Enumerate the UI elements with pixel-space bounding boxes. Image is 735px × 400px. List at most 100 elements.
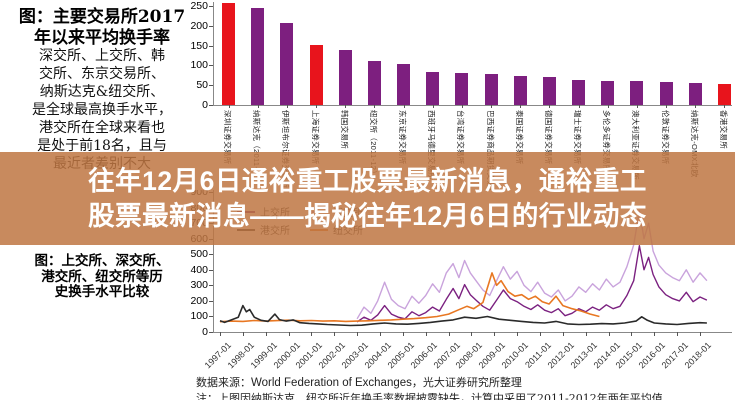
bottom-chart-x-tick	[265, 332, 267, 336]
top-chart-y-tick	[209, 65, 213, 67]
bar	[542, 76, 556, 105]
top-chart-x-tick	[257, 105, 259, 108]
top-chart-y-tick	[209, 45, 213, 47]
bottom-chart-y-tick-label: 500	[190, 248, 208, 261]
top-chart-y-tick	[209, 85, 213, 87]
top-chart-x-tick	[578, 105, 580, 108]
bar	[455, 72, 469, 105]
top-chart-x-tick	[636, 105, 638, 108]
top-chart-y-tick-label: 0	[202, 99, 208, 111]
bottom-chart-x-tick	[654, 332, 656, 336]
top-chart-x-tick	[666, 105, 668, 108]
headline-text: 往年12月6日通裕重工股票最新消息，通裕重工 股票最新消息——揭秘往年12月6日…	[88, 166, 647, 231]
top-chart-y-tick-label: 150	[190, 39, 208, 52]
bottom-chart-x-tick	[631, 332, 633, 336]
bottom-chart-title: 图：上交所、深交所、 港交所、纽交所等历 史换手水平比较	[34, 253, 170, 300]
bottom-chart-x-tick	[562, 332, 564, 336]
bottom-chart-x-tick	[425, 332, 427, 336]
bottom-chart-x-tick	[539, 332, 541, 336]
top-chart-x-tick	[549, 105, 551, 108]
top-chart-x-tick	[491, 105, 493, 108]
top-chart-y-tick	[209, 105, 213, 106]
bottom-chart-x-tick	[608, 332, 610, 336]
bottom-chart-x-tick	[517, 332, 519, 336]
bar	[572, 80, 586, 105]
top-chart-x-tick-label: 香港交易所	[718, 110, 728, 149]
bottom-chart-x-tick	[220, 332, 221, 336]
source-prefix: 数据来源：	[196, 376, 251, 389]
series-上交所	[356, 245, 708, 323]
bottom-chart-y-axis	[213, 190, 214, 333]
source-suffix: ，光大证券研究所整理	[411, 376, 522, 389]
footnote-line: 注：上图因纳斯达克、纽交所近年换手率数据披露缺失，计算中采用了2011-2012…	[196, 392, 663, 400]
top-chart-x-tick-label: 韩国交易所	[339, 110, 349, 149]
top-chart-x-tick	[286, 105, 288, 108]
top-chart-x-tick	[316, 105, 317, 108]
bar	[280, 22, 294, 105]
data-source-line: 数据来源：World Federation of Exchanges，光大证券研…	[196, 374, 522, 390]
top-chart-x-tick	[520, 105, 522, 108]
bar	[251, 7, 265, 105]
top-chart-x-tick	[345, 105, 347, 108]
bottom-chart-y-tick-label: 100	[190, 310, 208, 323]
bar	[601, 80, 615, 105]
bar	[688, 83, 702, 105]
top-chart-x-tick	[461, 105, 463, 108]
bottom-chart-x-tick	[242, 332, 244, 336]
bottom-chart-y-tick-label: 300	[190, 279, 208, 292]
bottom-chart-y-tick-label: 200	[190, 294, 208, 307]
bottom-chart-x-tick	[311, 332, 313, 336]
top-chart-x-tick	[695, 105, 697, 108]
top-chart-x-tick	[403, 105, 405, 108]
bottom-chart-x-tick	[471, 332, 473, 336]
bar	[484, 74, 498, 105]
bottom-chart-y-tick	[209, 269, 213, 271]
bottom-chart-y-tick	[209, 316, 213, 318]
bar	[717, 84, 731, 105]
bar	[309, 45, 323, 105]
bar	[338, 50, 352, 105]
bottom-chart-x-tick	[677, 332, 679, 336]
bottom-chart-x-tick	[288, 332, 290, 336]
top-chart-y-tick-label: 100	[190, 59, 208, 72]
bottom-chart-x-tick	[379, 332, 381, 336]
top-chart-y-tick	[209, 25, 213, 27]
top-chart-x-tick	[228, 105, 230, 108]
bottom-chart-x-tick	[585, 332, 587, 336]
top-chart-x-tick	[432, 105, 434, 108]
top-chart-y-axis	[213, 2, 214, 106]
headline-banner: 往年12月6日通裕重工股票最新消息，通裕重工 股票最新消息——揭秘往年12月6日…	[0, 152, 735, 245]
bottom-chart-y-tick-label: 0	[202, 326, 208, 338]
top-chart-title: 图：主要交易所2017 年以来平均换手率	[18, 7, 186, 48]
top-chart-x-tick	[374, 105, 376, 108]
bottom-chart-x-axis	[213, 332, 732, 333]
top-chart-x-tick	[724, 105, 726, 108]
top-chart-y-tick-label: 250	[190, 0, 208, 13]
bottom-chart-y-tick	[209, 285, 213, 287]
bar	[513, 76, 527, 105]
bottom-chart-x-tick	[402, 332, 404, 336]
bar	[659, 82, 673, 105]
bar	[426, 71, 440, 105]
bottom-chart-x-tick	[448, 332, 450, 336]
bar	[222, 2, 235, 105]
bottom-chart-x-tick	[699, 332, 701, 336]
top-chart-x-tick	[607, 105, 609, 108]
top-chart-y-tick-label: 200	[190, 19, 208, 32]
top-chart-y-tick-label: 50	[196, 79, 208, 92]
bar	[397, 64, 411, 105]
bar	[367, 61, 381, 105]
source-english: World Federation of Exchanges	[251, 377, 412, 389]
bottom-chart-y-tick	[209, 300, 213, 302]
bottom-chart-x-tick	[357, 332, 359, 336]
bottom-chart-x-tick	[334, 332, 336, 336]
bottom-chart-y-tick-label: 400	[190, 263, 208, 276]
line-chart-plot	[219, 210, 708, 327]
series-港交所	[219, 304, 707, 327]
bottom-chart-y-tick	[209, 332, 213, 333]
bar	[630, 81, 644, 105]
bottom-chart-x-tick	[494, 332, 496, 336]
bottom-chart-y-tick	[209, 254, 213, 256]
top-bar-chart: 0 50 100 150 200 250 深圳证券交易所 纳斯达克（2011- 伊斯坦布尔证券交…	[0, 0, 735, 190]
